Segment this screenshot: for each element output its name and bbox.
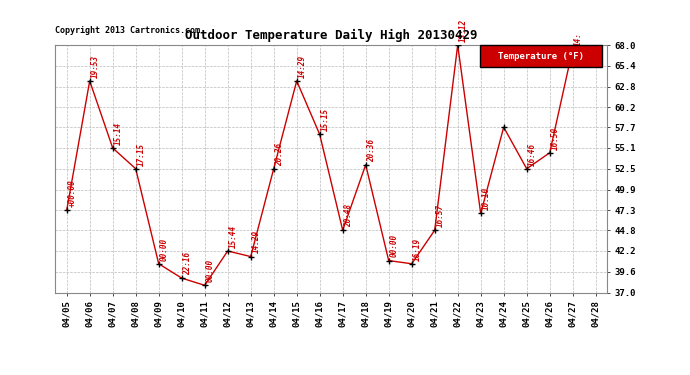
Text: 17:15: 17:15 bbox=[137, 142, 146, 165]
Text: 14:29: 14:29 bbox=[252, 230, 261, 254]
Text: 13:12: 13:12 bbox=[459, 19, 468, 42]
Text: 14:: 14: bbox=[574, 32, 583, 46]
Text: 16:19: 16:19 bbox=[413, 237, 422, 261]
Text: 00:00: 00:00 bbox=[390, 234, 399, 257]
FancyBboxPatch shape bbox=[480, 45, 602, 67]
Text: 20:26: 20:26 bbox=[275, 142, 284, 165]
Text: 19:53: 19:53 bbox=[91, 55, 100, 78]
Text: Temperature (°F): Temperature (°F) bbox=[498, 52, 584, 61]
Text: 14:: 14: bbox=[597, 46, 606, 60]
Text: 10:10: 10:10 bbox=[482, 187, 491, 210]
Text: 22:16: 22:16 bbox=[183, 252, 192, 275]
Text: +00:00: +00:00 bbox=[68, 179, 77, 207]
Text: 20:48: 20:48 bbox=[344, 204, 353, 227]
Text: 15:44: 15:44 bbox=[229, 225, 238, 248]
Text: 15:15: 15:15 bbox=[321, 108, 330, 131]
Text: 14:29: 14:29 bbox=[298, 55, 307, 78]
Text: Copyright 2013 Cartronics.com: Copyright 2013 Cartronics.com bbox=[55, 26, 200, 35]
Text: 15:14: 15:14 bbox=[114, 122, 123, 145]
Text: 00:00: 00:00 bbox=[160, 237, 169, 261]
Text: 16:57: 16:57 bbox=[436, 204, 445, 227]
Text: 16:46: 16:46 bbox=[528, 142, 537, 165]
Text: 16:50: 16:50 bbox=[551, 126, 560, 150]
Text: 20:36: 20:36 bbox=[367, 138, 376, 162]
Text: 00:00: 00:00 bbox=[206, 259, 215, 282]
Title: Outdoor Temperature Daily High 20130429: Outdoor Temperature Daily High 20130429 bbox=[185, 29, 477, 42]
